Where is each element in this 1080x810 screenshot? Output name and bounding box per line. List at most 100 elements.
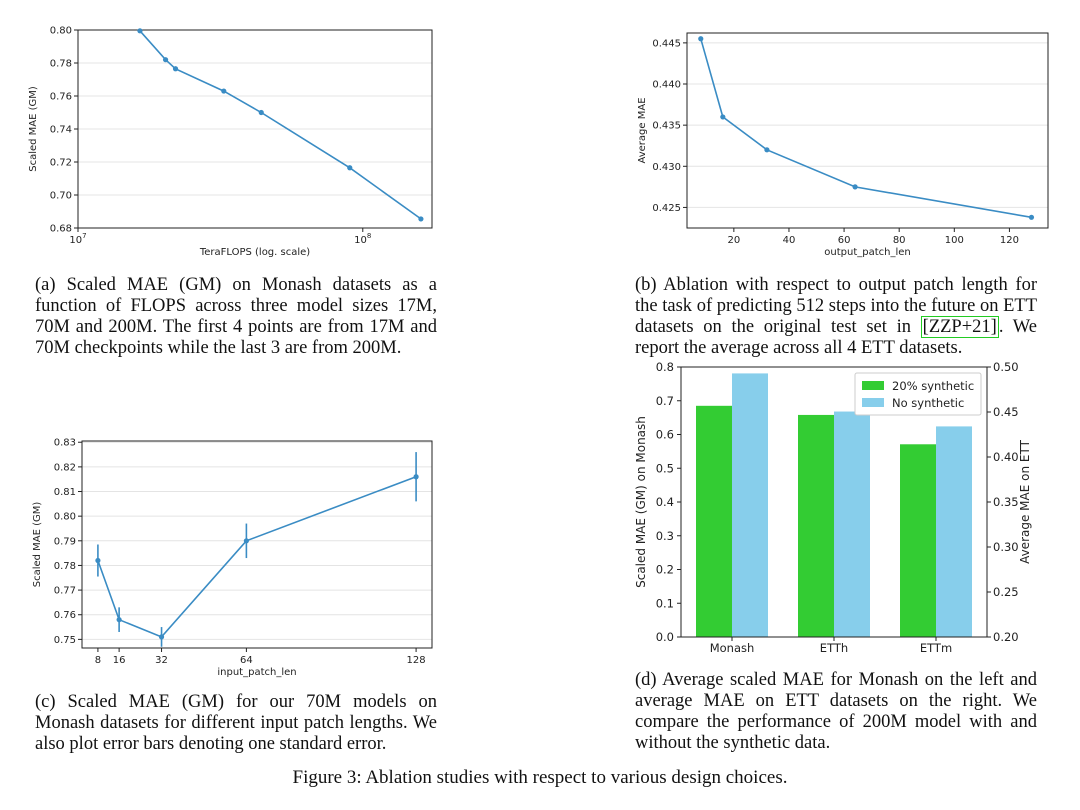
x-tick-label: 128 — [407, 655, 426, 666]
y-axis-label-right: Average MAE on ETT — [1018, 439, 1032, 564]
y-tick-label: 0.78 — [54, 561, 76, 572]
data-point — [95, 557, 101, 564]
x-tick-label: 16 — [113, 655, 126, 666]
y-tick-label: 0.7 — [656, 394, 674, 408]
x-tick-label: 80 — [893, 235, 906, 246]
x-tick-label: 120 — [1000, 235, 1019, 246]
y-tick-label: 0.1 — [656, 596, 674, 610]
y-tick-label: 0.6 — [656, 428, 674, 442]
y-axis-label: Scaled MAE (GM) — [28, 86, 39, 172]
y-tick-label-right: 0.50 — [993, 360, 1019, 374]
data-point — [720, 114, 726, 120]
data-point — [116, 617, 122, 623]
chart-c: 0.75 0.76 0.77 0.78 0.79 0.80 0.81 0.82 0.83 8 16 3… — [32, 438, 433, 678]
x-tick-label: 40 — [783, 235, 796, 246]
plot-frame — [680, 366, 988, 638]
caption-a: (a) Scaled MAE (GM) on Monash datasets a… — [35, 275, 437, 358]
y-tick-label: 0.3 — [656, 529, 674, 543]
data-point — [258, 109, 264, 116]
y-tick-label: 0.430 — [652, 162, 681, 173]
data-point — [162, 57, 169, 63]
caption-b-text-end: . We report the average across all 4 ETT… — [635, 317, 1037, 358]
data-point — [347, 165, 353, 171]
x-tick-label: 8 — [95, 655, 101, 666]
data-point — [158, 634, 165, 640]
data-point — [418, 216, 424, 222]
bar-ettm-no-synthetic — [936, 426, 972, 637]
y-axis-label: Scaled MAE (GM) — [32, 502, 43, 588]
y-tick-label: 0.76 — [50, 92, 72, 103]
data-point — [1028, 214, 1035, 220]
x-axis-label: input_patch_len — [217, 667, 296, 678]
chart-b: 0.425 0.430 0.435 0.440 0.445 20 40 60 80 100 120 o… — [637, 32, 1049, 258]
y-tick-label: 0.82 — [54, 462, 76, 473]
caption-b: (b) Ablation with respect to output patc… — [635, 275, 1037, 359]
y-tick-label: 0.75 — [54, 635, 76, 646]
bar-monash-no-synthetic — [732, 373, 768, 637]
data-point — [413, 474, 419, 480]
bar-etth-no-synthetic — [834, 411, 870, 637]
caption-d: (d) Average scaled MAE for Monash on the… — [635, 670, 1037, 753]
y-tick-label: 0.78 — [50, 59, 72, 70]
y-axis-label: Average MAE — [637, 97, 648, 163]
y-tick-label-right: 0.40 — [993, 450, 1019, 464]
x-tick-label: 108 — [354, 232, 371, 246]
y-tick-label: 0.68 — [50, 224, 72, 235]
y-tick-label: 0.81 — [54, 487, 76, 498]
bar-monash-synthetic — [696, 405, 732, 637]
y-tick-label: 0.80 — [54, 512, 76, 523]
y-tick-label-right: 0.25 — [993, 585, 1019, 599]
y-tick-label: 0.8 — [656, 360, 674, 374]
bar-etth-synthetic — [798, 414, 834, 637]
x-tick-label: 20 — [727, 235, 740, 246]
legend-label: No synthetic — [892, 396, 964, 410]
y-tick-label: 0.76 — [54, 610, 76, 621]
x-tick-label: 60 — [838, 235, 851, 246]
y-tick-label: 0.70 — [50, 191, 72, 202]
y-tick-label: 0.83 — [54, 438, 76, 449]
bar-ettm-synthetic — [900, 444, 936, 637]
y-tick-label: 0.4 — [656, 495, 674, 509]
y-tick-label: 0.435 — [652, 121, 681, 132]
x-tick-label: 32 — [155, 655, 168, 666]
y-tick-label: 0.79 — [54, 536, 76, 547]
y-tick-label: 0.80 — [50, 26, 72, 37]
x-tick-label: ETTm — [920, 641, 952, 655]
y-tick-label: 0.440 — [652, 80, 681, 91]
y-tick-label: 0.445 — [652, 38, 681, 49]
plot-frame — [81, 440, 433, 649]
y-tick-label: 0.74 — [50, 125, 72, 136]
chart-a: 0.68 0.70 0.72 0.74 0.76 0.78 0.80 107 108 TeraFL… — [28, 26, 433, 258]
caption-c: (c) Scaled MAE (GM) for our 70M models o… — [35, 692, 437, 754]
figure-caption: Figure 3: Ablation studies with respect … — [292, 767, 788, 788]
y-tick-label: 0.5 — [656, 461, 674, 475]
y-tick-label-right: 0.35 — [993, 495, 1019, 509]
legend-swatch — [862, 398, 884, 407]
legend-box — [854, 372, 982, 416]
caption-b-text: (b) Ablation with respect to output patc… — [635, 275, 1037, 337]
x-tick-label: 107 — [69, 232, 86, 246]
data-point — [243, 538, 249, 544]
x-axis-label: output_patch_len — [824, 247, 910, 258]
legend-swatch — [862, 381, 884, 390]
citation-link[interactable]: [ZZP+21] — [920, 316, 999, 338]
data-point — [137, 28, 143, 34]
y-axis-label: Scaled MAE (GM) on Monash — [634, 416, 648, 588]
y-tick-label: 0.77 — [54, 586, 76, 597]
plot-frame — [686, 32, 1049, 229]
y-tick-label: 0.72 — [50, 158, 72, 169]
x-tick-label: ETTh — [820, 641, 848, 655]
data-point — [764, 147, 770, 153]
x-tick-label: 64 — [240, 655, 253, 666]
y-tick-label-right: 0.45 — [993, 405, 1019, 419]
data-point — [172, 66, 179, 72]
legend-label: 20% synthetic — [892, 379, 974, 393]
data-point — [698, 36, 704, 42]
y-tick-label: 0.0 — [656, 630, 674, 644]
x-axis-label: TeraFLOPS (log. scale) — [199, 247, 310, 258]
series-line — [97, 475, 417, 638]
x-tick-label: Monash — [710, 641, 755, 655]
data-point — [852, 184, 858, 190]
series-line — [700, 38, 1032, 219]
y-tick-label-right: 0.20 — [993, 630, 1019, 644]
